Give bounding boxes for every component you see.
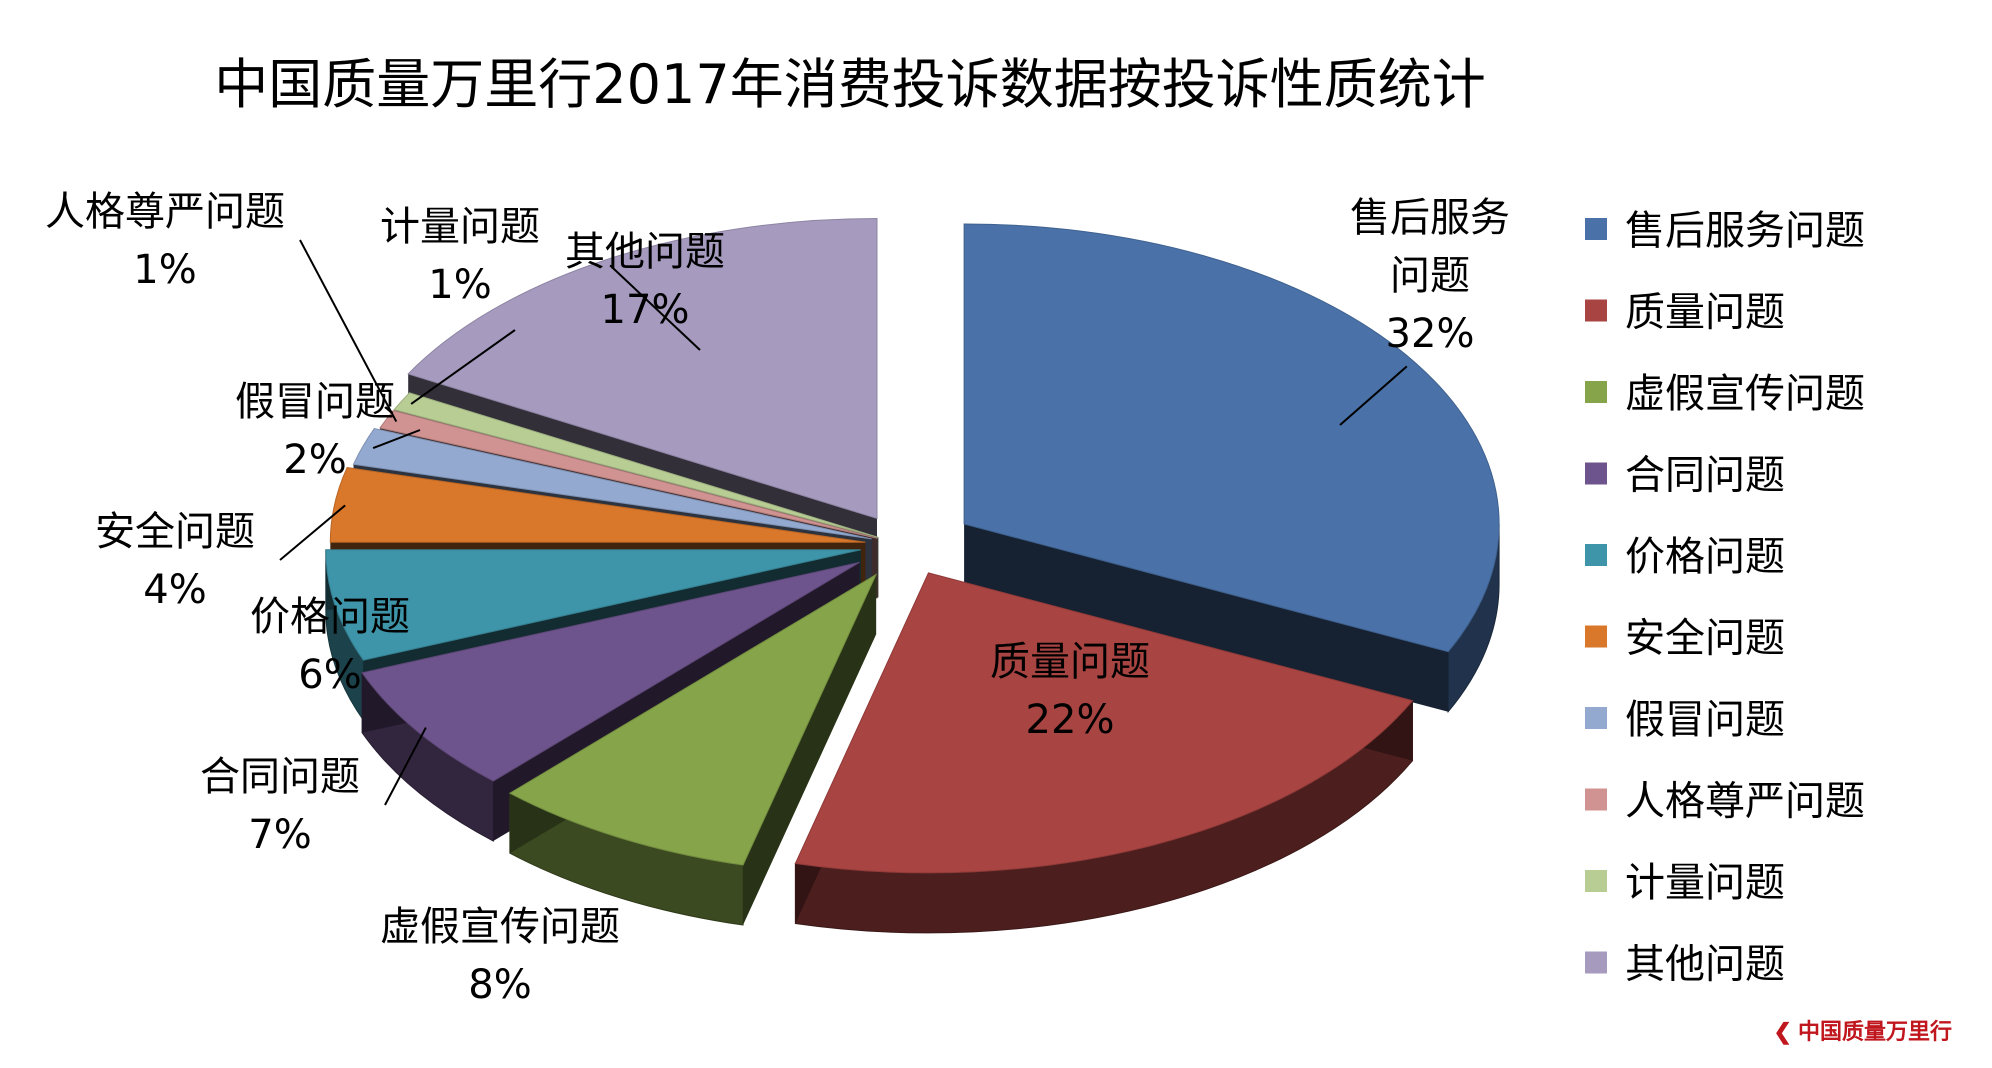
pie-slices	[325, 217, 1500, 934]
legend-swatch-8	[1585, 870, 1607, 892]
legend-swatch-3	[1585, 462, 1607, 485]
legend-swatch-2	[1585, 381, 1607, 403]
brand-watermark-text: 中国质量万里行	[1797, 1019, 1952, 1045]
legend-label-9: 其他问题	[1625, 942, 1785, 988]
slice-percent-label: 8%	[468, 962, 531, 1008]
pie-slice-top-6	[352, 427, 872, 540]
legend: 售后服务问题质量问题虚假宣传问题合同问题价格问题安全问题假冒问题人格尊严问题计量…	[1585, 208, 1865, 988]
legend-label-7: 人格尊严问题	[1625, 779, 1865, 825]
legend-label-5: 安全问题	[1625, 616, 1785, 662]
slice-percent-label: 2%	[283, 437, 346, 483]
slice-name-label: 虚假宣传问题	[380, 904, 620, 950]
slice-name-label: 人格尊严问题	[45, 189, 285, 235]
legend-label-3: 合同问题	[1625, 453, 1785, 499]
legend-label-2: 虚假宣传问题	[1625, 371, 1865, 417]
pie-slice-wall-2-0	[743, 574, 877, 926]
legend-label-8: 计量问题	[1625, 860, 1785, 906]
legend-swatch-4	[1585, 544, 1607, 566]
slice-name-label: 问题	[1390, 253, 1470, 299]
slice-percent-label: 6%	[298, 652, 361, 698]
legend-swatch-9	[1585, 951, 1607, 974]
slice-percent-label: 4%	[143, 567, 206, 613]
brand-logo-icon: ❮	[1773, 1019, 1792, 1045]
legend-label-4: 价格问题	[1625, 534, 1785, 580]
slice-name-label: 价格问题	[250, 594, 410, 640]
leader-line-5	[279, 504, 346, 561]
leader-line-9	[609, 264, 701, 351]
legend-swatch-6	[1585, 707, 1607, 729]
slice-name-label: 其他问题	[565, 229, 725, 275]
leader-line-0	[1339, 365, 1408, 426]
pie-slice-top-1	[794, 572, 1414, 874]
slice-name-label: 质量问题	[990, 639, 1150, 685]
legend-swatch-7	[1585, 788, 1607, 811]
slice-percent-label: 7%	[248, 812, 311, 858]
pie-slice-top-9	[407, 217, 878, 520]
pie-slice-top-3	[361, 561, 860, 782]
pie-slice-top-7	[379, 410, 878, 539]
slice-name-label: 售后服务	[1350, 195, 1510, 241]
slice-labels: 售后服务问题 32% 质量问题 22% 虚假宣传问题 8% 合同问题 7% 价格问题 6% 安全问题…	[45, 189, 1510, 1008]
pie-slice-top-0	[963, 223, 1500, 653]
pie-slice-0	[963, 223, 1500, 714]
slice-percent-label: 32%	[1386, 311, 1475, 357]
slice-name-label: 合同问题	[200, 754, 360, 800]
pie-slice-2	[508, 573, 878, 926]
legend-label-1: 质量问题	[1625, 290, 1785, 336]
legend-swatch-5	[1585, 625, 1607, 648]
slice-name-label: 安全问题	[95, 509, 255, 555]
slice-name-label: 计量问题	[380, 204, 540, 250]
leader-line-7	[299, 239, 398, 423]
legend-label-0: 售后服务问题	[1625, 208, 1865, 254]
pie-slice-wall-0-1	[964, 523, 1449, 712]
leader-line-6	[372, 429, 421, 450]
pie-slice-top-2	[508, 573, 878, 866]
slice-percent-label: 1%	[428, 262, 491, 308]
chart-title: 中国质量万里行2017年消费投诉数据按投诉性质统计	[214, 53, 1486, 116]
pie-slice-top-8	[393, 392, 879, 538]
legend-label-6: 假冒问题	[1625, 697, 1785, 743]
pie-slice-top-4	[325, 549, 861, 661]
legend-swatch-0	[1585, 218, 1607, 240]
slice-percent-label: 1%	[133, 247, 196, 293]
leader-line-8	[410, 329, 516, 405]
slice-name-label: 假冒问题	[235, 379, 395, 425]
brand-watermark: ❮ 中国质量万里行	[1774, 1014, 1952, 1046]
legend-swatch-1	[1585, 299, 1607, 322]
leader-line-3	[384, 727, 427, 806]
pie-slice-top-5	[329, 467, 866, 543]
slice-percent-label: 22%	[1026, 697, 1115, 743]
leader-lines	[279, 239, 1408, 806]
pie-slice-1	[794, 572, 1414, 934]
slice-percent-label: 17%	[601, 287, 690, 333]
